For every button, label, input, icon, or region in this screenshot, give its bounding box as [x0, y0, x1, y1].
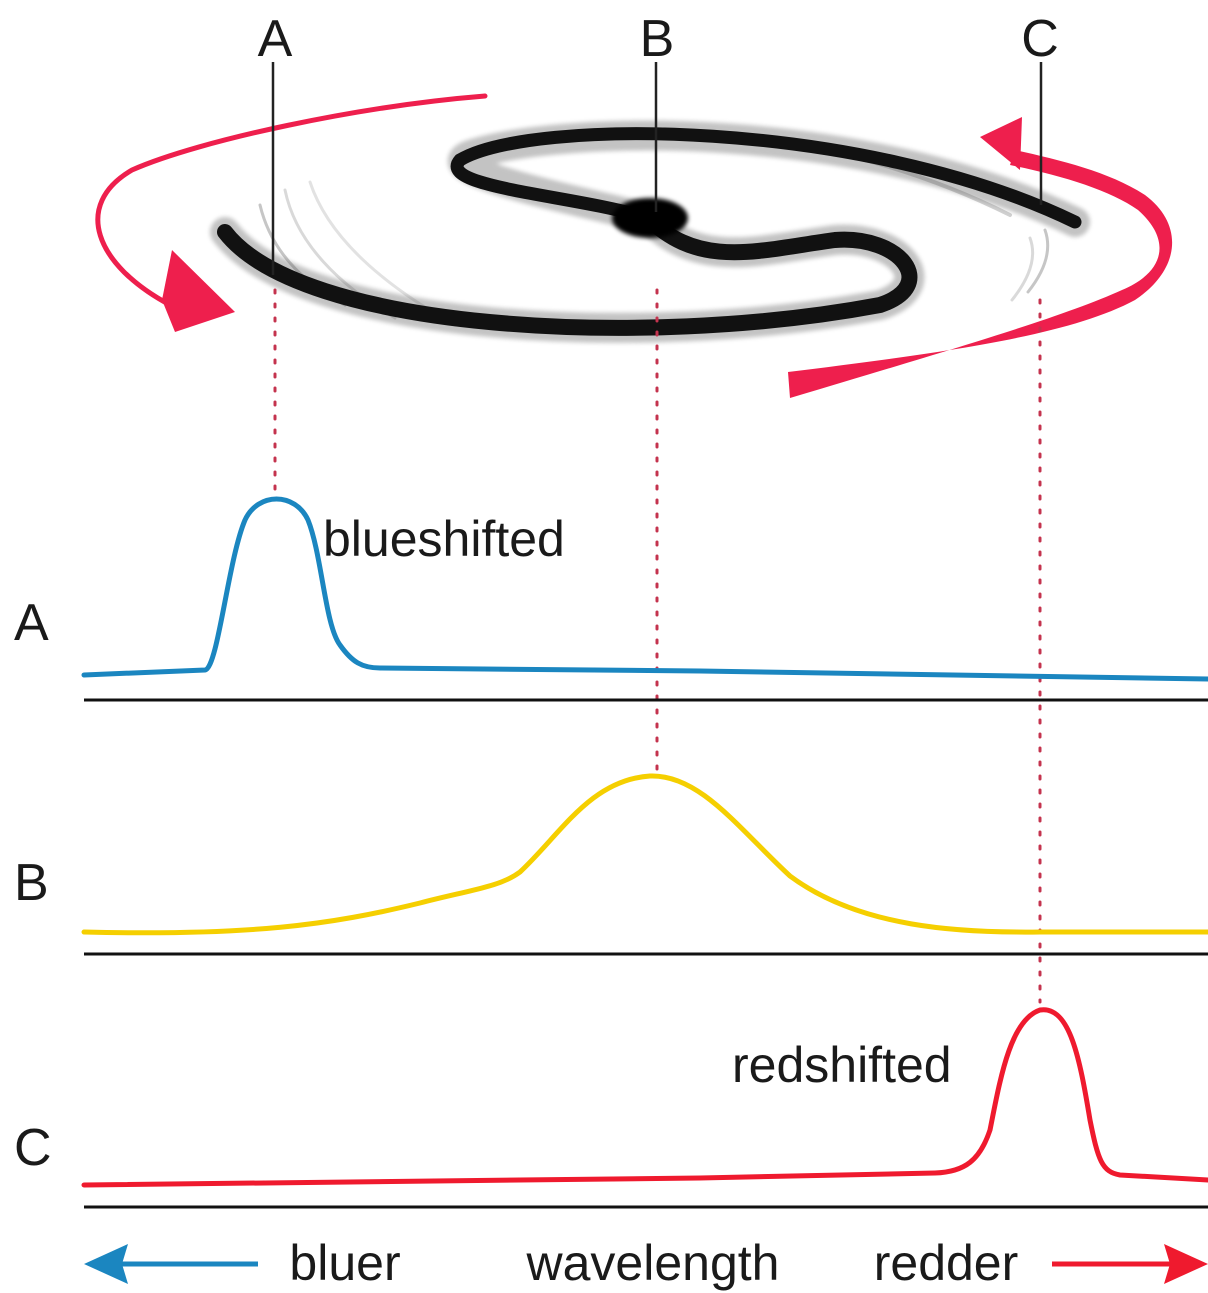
redder-arrow-head	[1164, 1244, 1208, 1284]
rotation-arrows	[95, 93, 1173, 398]
row-label-b: B	[14, 854, 49, 912]
spectrum-a	[81, 496, 1208, 702]
annotation-redshifted: redshifted	[732, 1037, 952, 1093]
galaxy-label-a: A	[258, 10, 293, 68]
spectrum-b	[81, 773, 1208, 956]
axis-label-bluer: bluer	[289, 1235, 400, 1291]
leader-lines	[271, 62, 1043, 275]
galaxy-label-b: B	[640, 10, 675, 68]
galaxy-arm-lower	[217, 210, 918, 336]
spectrum-c	[81, 1007, 1208, 1209]
wavelength-axis: bluer wavelength redder	[84, 1235, 1208, 1291]
spiral-galaxy	[210, 120, 1090, 343]
rotation-arrow-left-head	[162, 250, 235, 332]
galaxy-label-c: C	[1021, 10, 1059, 68]
spectrum-b-curve	[81, 773, 1208, 936]
rotation-arrow-right-band	[788, 150, 1173, 398]
rotation-arrow-right-head	[980, 117, 1022, 170]
guide-dotted-lines	[273, 288, 1042, 1004]
galaxy-arm-upper	[450, 127, 1082, 229]
rotation-arrow-left-stroke	[95, 93, 488, 308]
bluer-arrow-head	[84, 1244, 128, 1284]
row-label-c: C	[14, 1119, 52, 1177]
row-label-a: A	[14, 594, 49, 652]
spectrum-a-curve	[81, 496, 1208, 682]
annotation-blueshifted: blueshifted	[323, 511, 565, 567]
spectrum-c-curve	[81, 1007, 1208, 1188]
axis-label-wavelength: wavelength	[526, 1235, 780, 1291]
axis-label-redder: redder	[874, 1235, 1019, 1291]
